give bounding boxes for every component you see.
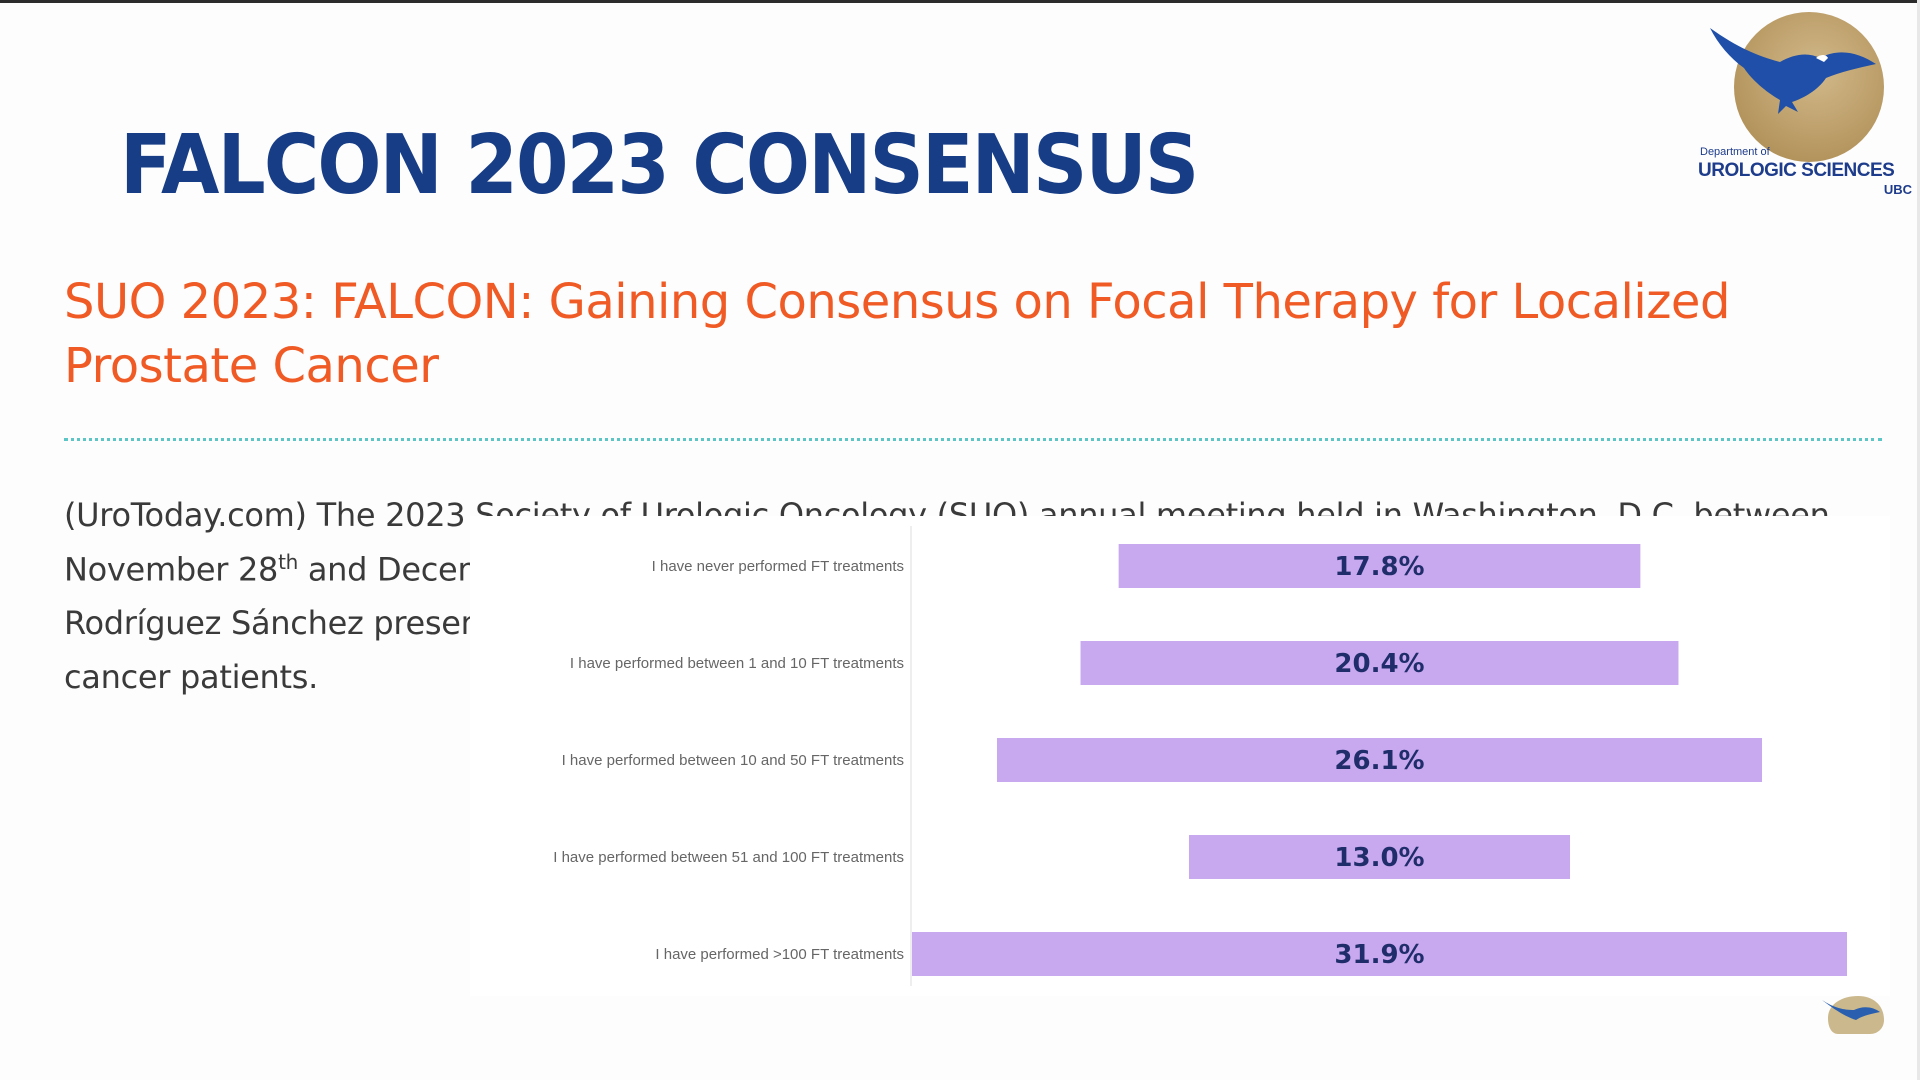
article-headline: SUO 2023: FALCON: Gaining Consensus on F…	[64, 274, 1730, 394]
category-label: I have performed >100 FT treatments	[655, 946, 904, 963]
bar-chart: I have never performed FT treatments 17.8…	[553, 526, 1847, 986]
category-label: I have performed between 10 and 50 FT tr…	[562, 752, 904, 769]
category-label: I have never performed FT treatments	[652, 558, 904, 575]
bar-value-label: 13.0%	[1334, 843, 1424, 873]
slide-title: FALCON 2023 CONSENSUS	[120, 118, 1199, 213]
dotted-divider	[64, 438, 1882, 441]
logo-ubc-text: UBC	[1883, 182, 1912, 197]
corner-eagle-icon	[1822, 996, 1884, 1034]
body-text-line-2: November 28th and Decem	[64, 550, 489, 589]
body-text-line-4: cancer patients.	[64, 658, 319, 696]
bar	[1118, 544, 1641, 588]
bar-value-label: 17.8%	[1334, 552, 1424, 582]
body-date-continued: and Decem	[297, 550, 489, 589]
bar	[912, 932, 1847, 976]
logo-name-text: UROLOGIC SCIENCES	[1698, 160, 1895, 181]
category-label: I have performed between 1 and 10 FT tre…	[570, 655, 904, 672]
chart-overlay-panel: I have never performed FT treatments 17.8…	[470, 516, 1890, 996]
urologic-sciences-logo: Department of UROLOGIC SCIENCES UBC	[1690, 10, 1916, 197]
category-label: I have performed between 51 and 100 FT t…	[553, 849, 904, 866]
eagle-icon	[1710, 28, 1876, 114]
logo-department-text: Department of	[1700, 146, 1770, 158]
right-border	[1917, 0, 1920, 1080]
bar-value-label: 20.4%	[1334, 649, 1424, 679]
bar	[997, 738, 1762, 782]
bar-value-label: 31.9%	[1334, 940, 1424, 970]
bar-value-label: 26.1%	[1334, 746, 1424, 776]
body-text-line-3: Rodríguez Sánchez presen	[64, 604, 481, 642]
top-border	[0, 0, 1920, 3]
bar	[1188, 835, 1571, 879]
body-date-text: November 28	[64, 550, 279, 589]
bar	[1080, 641, 1679, 685]
body-date-suffix: th	[278, 550, 298, 574]
